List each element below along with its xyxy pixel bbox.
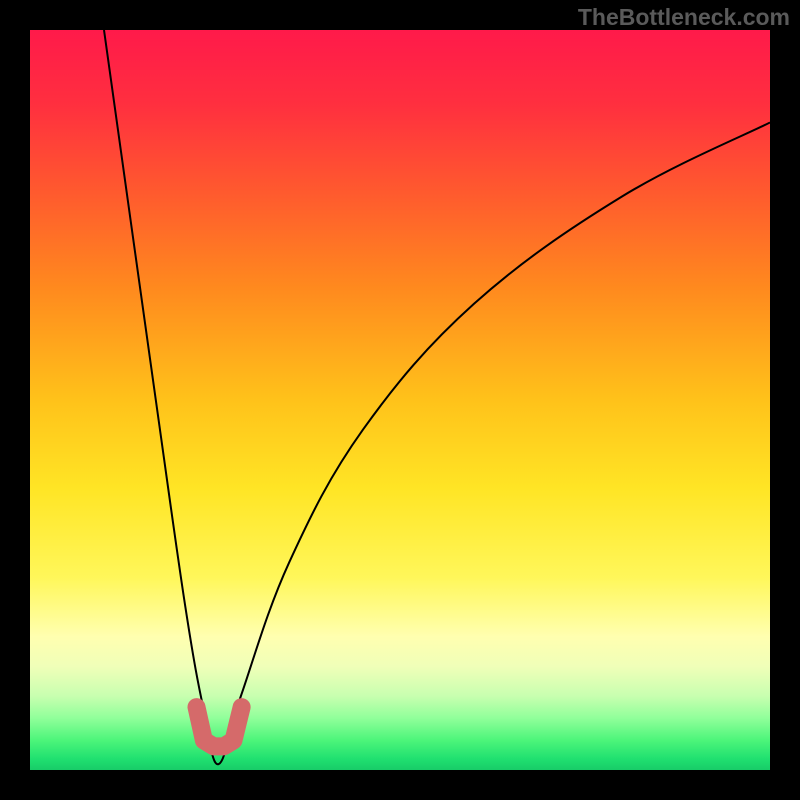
bottleneck-chart	[0, 0, 800, 800]
chart-container: TheBottleneck.com	[0, 0, 800, 800]
watermark-text: TheBottleneck.com	[578, 4, 790, 31]
plot-background	[30, 30, 770, 770]
